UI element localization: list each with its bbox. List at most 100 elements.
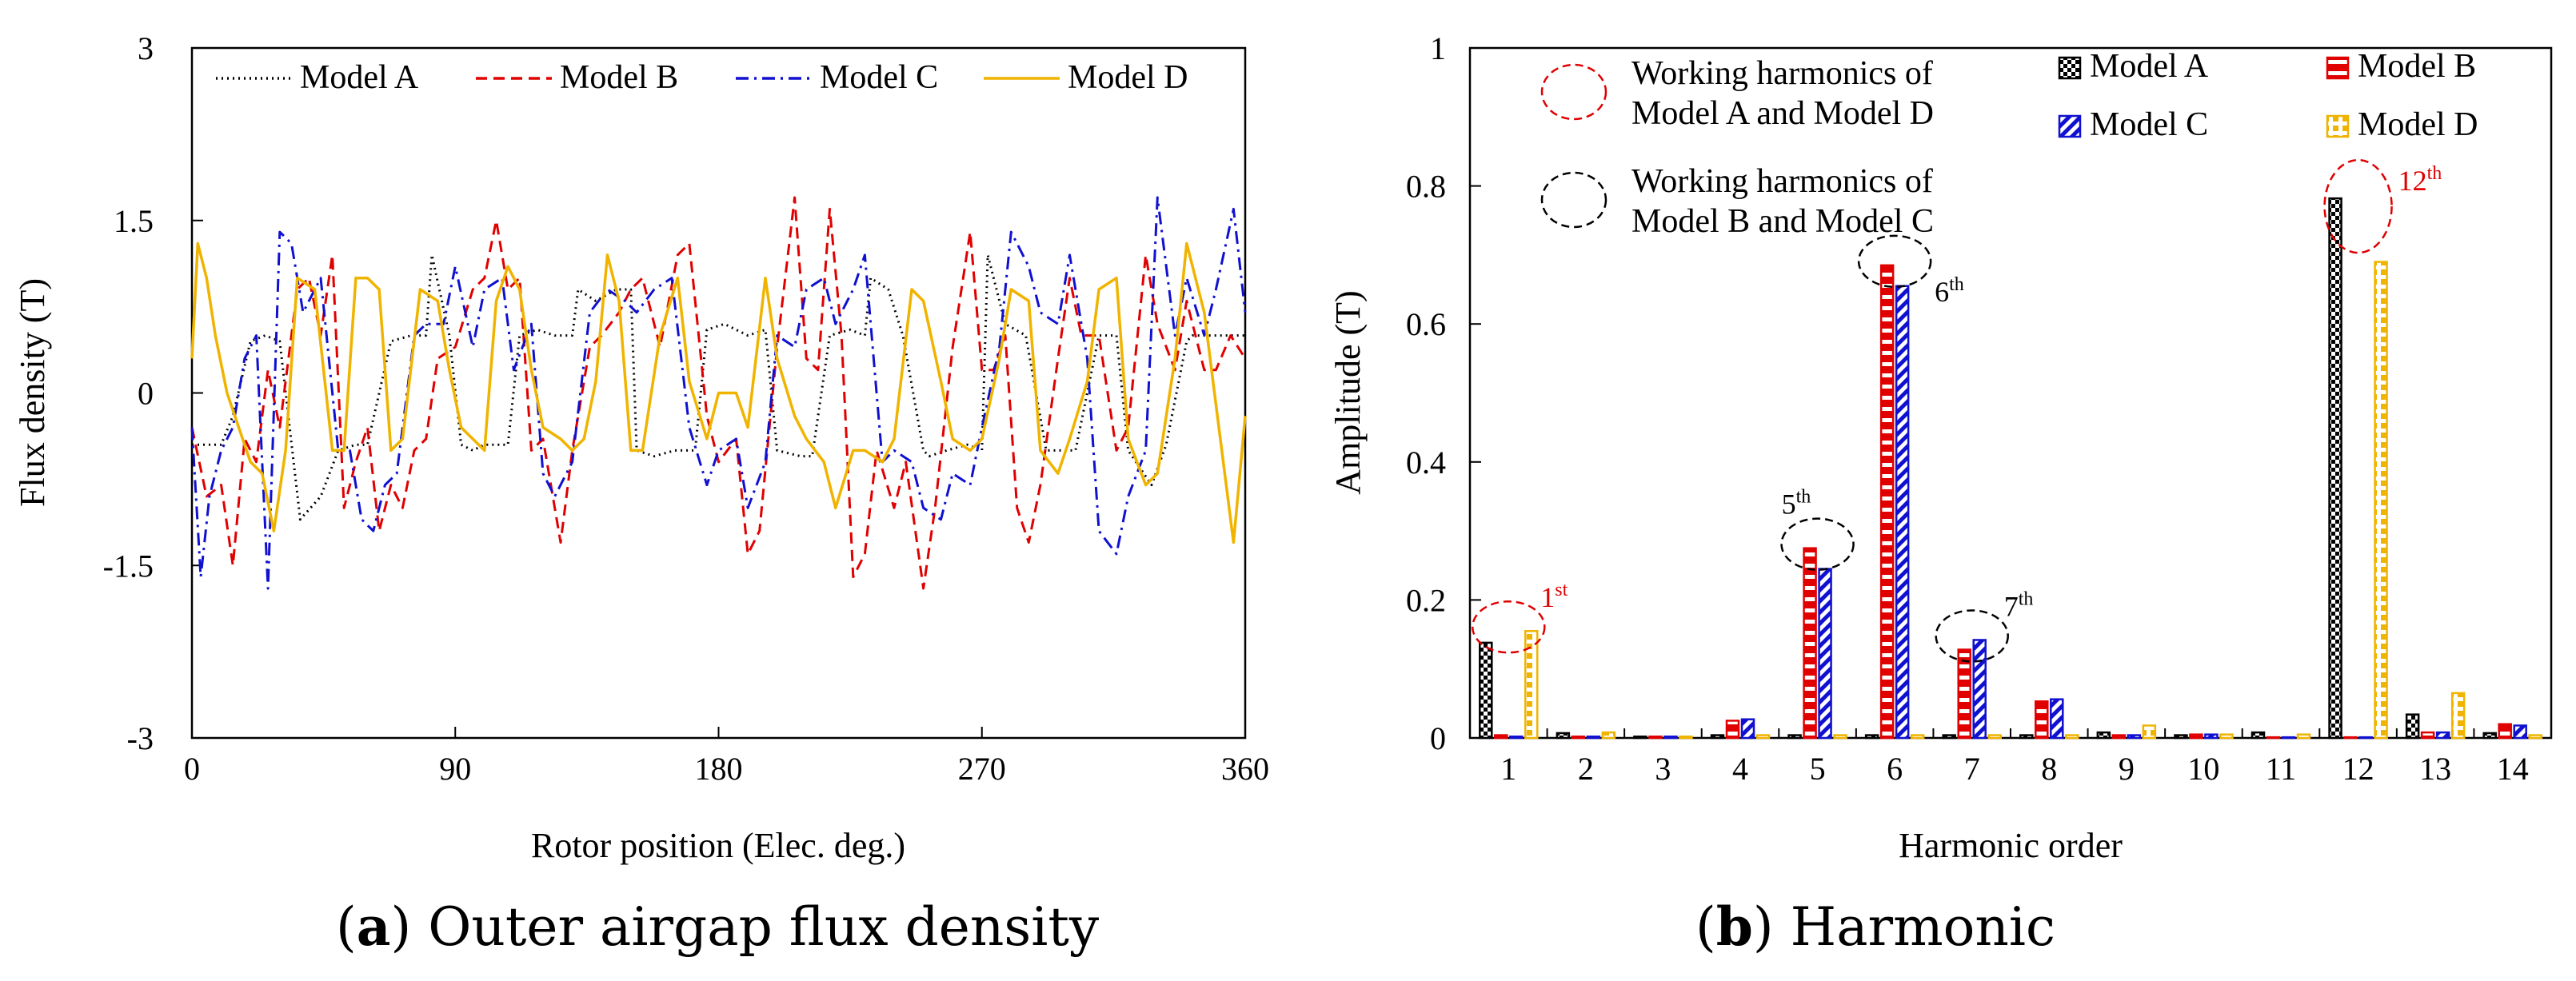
y-axis-label-b: Amplitude (T): [1328, 290, 1368, 494]
y-tick-label-b: 0: [1430, 720, 1446, 756]
x-tick-label-a: 180: [695, 751, 743, 787]
harmonic-circle: [1857, 234, 1932, 289]
circle-legend-line1: Working harmonics of: [1631, 55, 1933, 92]
bar-2: [1494, 734, 1508, 740]
axes-ticks-a: 0 90 180 270 360 -3 -1.5 0 1.5 3: [103, 30, 1269, 787]
x-tick-label-b: 8: [2041, 751, 2057, 787]
x-tick-label-b: 12: [2342, 751, 2374, 787]
bar-3: [2435, 731, 2450, 740]
harmonic-circle: [1472, 600, 1546, 654]
bar-2: [1957, 648, 1971, 740]
legend-a: Model A Model B Model C Model D: [216, 59, 1188, 96]
bar-2: [1879, 264, 1895, 740]
harmonic-suffix: st: [1555, 580, 1568, 600]
harmonic-suffix: th: [1949, 274, 1964, 295]
x-tick-label-a: 270: [958, 751, 1006, 787]
harmonic-circle: [2323, 158, 2393, 254]
harmonic-circle: [1780, 517, 1855, 571]
x-tick-label-b: 9: [2119, 751, 2135, 787]
legend-swatch-b: [2058, 56, 2082, 80]
bar-2: [2420, 731, 2435, 740]
bar-4: [2142, 724, 2157, 740]
y-tick-label-b: 0.4: [1406, 445, 1446, 481]
caption-a-letter: a: [357, 895, 391, 958]
legend-label-a: Model A: [300, 59, 419, 96]
x-tick-label-b: 3: [1655, 751, 1671, 787]
x-tick-label-b: 11: [2266, 751, 2297, 787]
x-tick-label-b: 14: [2497, 751, 2529, 787]
bar-3: [2204, 733, 2219, 740]
legend-label-b: Model C: [2090, 106, 2208, 143]
harmonic-suffix: th: [2019, 588, 2034, 609]
bar-1: [2482, 732, 2497, 740]
y-tick-label-b: 0.2: [1406, 582, 1446, 618]
bar-3: [1895, 285, 1910, 740]
legend-swatch-b: [2326, 56, 2350, 80]
bar-4: [1755, 734, 1771, 740]
harmonic-label: 1st: [1540, 580, 1568, 613]
y-tick-label-a: 1.5: [114, 203, 154, 239]
bar-1: [2174, 734, 2188, 740]
bar-2: [2189, 733, 2203, 740]
bar-2: [1648, 736, 1663, 740]
bar-4: [2065, 734, 2079, 740]
bar-4: [2374, 261, 2388, 740]
harmonic-number: 12: [2398, 165, 2427, 197]
bar-1: [2019, 734, 2034, 740]
circle-legend-line2: Model B and Model C: [1631, 203, 1934, 240]
bar-1: [2405, 713, 2420, 740]
y-tick-label-b: 1: [1430, 30, 1446, 66]
bar-4: [1987, 734, 2002, 740]
y-tick-label-a: -1.5: [103, 548, 154, 584]
series-line-4: [190, 241, 1247, 544]
harmonic-suffix: th: [2427, 163, 2442, 184]
bars-b: [1479, 197, 2542, 740]
bar-1: [1556, 732, 1571, 740]
caption-a-text: Outer airgap flux density: [428, 896, 1100, 958]
bar-4: [2450, 692, 2466, 740]
caption-b: (b) Harmonic: [1695, 895, 2055, 958]
y-axis-label-a: Flux density (T): [13, 278, 52, 507]
harmonic-number: 6: [1935, 276, 1949, 308]
legend-swatch-b: [2326, 114, 2350, 138]
bar-3: [1972, 639, 1987, 740]
bar-1: [2328, 197, 2342, 740]
legend-label-b: Model B: [2358, 48, 2476, 85]
series-lines-a: [190, 196, 1247, 590]
x-tick-label-b: 1: [1500, 751, 1516, 787]
bar-1: [1942, 734, 1956, 740]
x-tick-label-a: 360: [1221, 751, 1269, 787]
harmonic-label: 5th: [1782, 487, 1811, 520]
bar-2: [2343, 736, 2358, 740]
x-tick-label-b: 13: [2419, 751, 2451, 787]
bar-3: [2513, 724, 2527, 740]
y-tick-label-a: -3: [127, 720, 154, 756]
legend-label-b: Model A: [2090, 48, 2209, 85]
bar-4: [1679, 736, 1693, 740]
bar-3: [2358, 736, 2373, 740]
bar-4: [1910, 734, 1925, 740]
bar-4: [1524, 629, 1539, 740]
bar-4: [2219, 733, 2234, 740]
legend-label-b: Model D: [2358, 106, 2478, 143]
x-axis-label-b: Harmonic order: [1899, 826, 2123, 865]
bar-4: [1601, 731, 1616, 740]
bar-2: [2111, 734, 2127, 740]
x-tick-label-b: 10: [2187, 751, 2219, 787]
y-tick-label-b: 0.6: [1406, 306, 1446, 342]
circle-legend-line2: Model A and Model D: [1631, 95, 1934, 132]
legend-swatch-b: [2058, 114, 2082, 138]
bar-1: [2096, 731, 2111, 740]
series-line-1: [192, 253, 1245, 521]
bar-1: [1710, 734, 1725, 740]
bar-3: [1740, 718, 1755, 740]
y-tick-label-a: 3: [138, 30, 154, 66]
bar-4: [1833, 734, 1847, 740]
harmonic-number: 7: [2004, 590, 2019, 622]
bar-3: [1586, 736, 1601, 740]
harmonic-label: 12th: [2398, 163, 2442, 197]
